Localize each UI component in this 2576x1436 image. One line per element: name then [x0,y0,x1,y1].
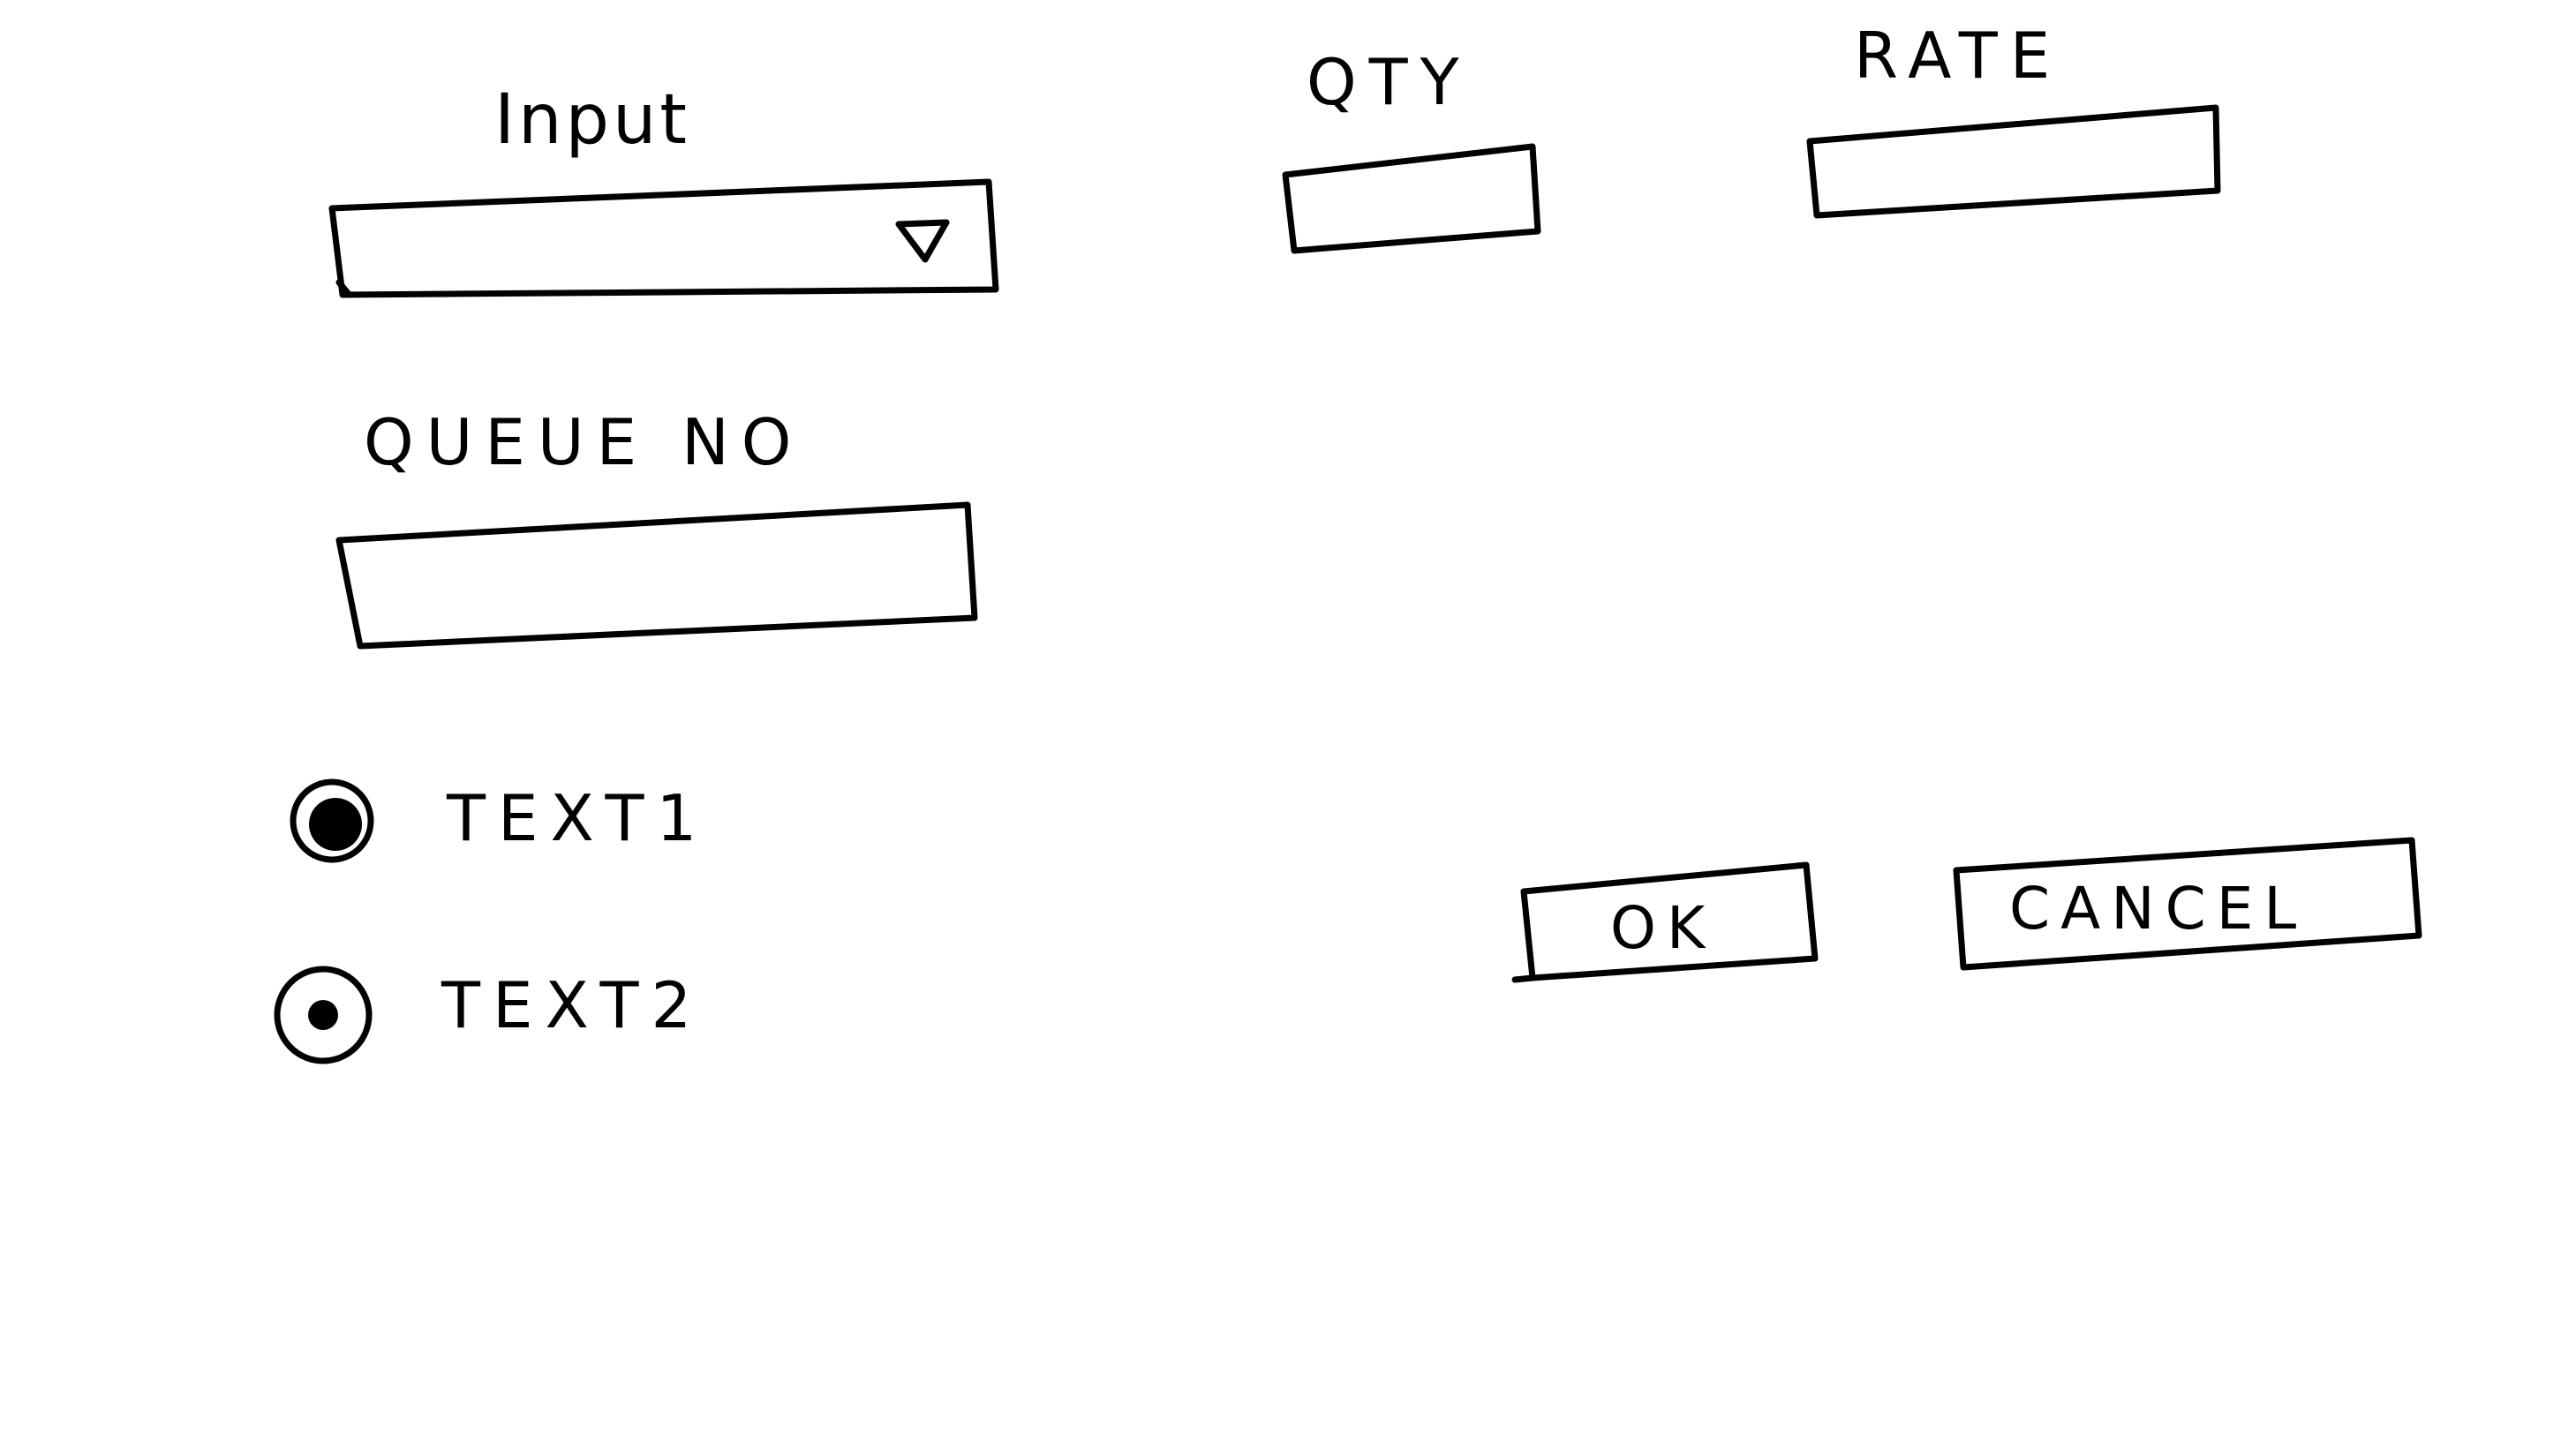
rate-field[interactable] [1806,104,2221,219]
ok-button-label: OK [1610,894,1715,962]
cancel-button[interactable]: CANCEL [1953,837,2422,971]
radio-dot [309,798,362,851]
qty-label: QTY [1307,45,1472,119]
radio-text1-label: TEXT1 [446,781,709,855]
radio-ring [290,778,374,863]
radio-ring [274,966,373,1064]
triangle-down-icon [895,219,950,263]
radio-dot [308,1000,338,1030]
input-label: Input [494,80,690,160]
ok-button[interactable]: OK [1511,861,1819,983]
cancel-button-label: CANCEL [2009,875,2307,943]
queue-no-field[interactable] [335,501,978,650]
queue-no-label: QUEUE NO [364,405,803,479]
input-dropdown[interactable] [328,178,999,298]
radio-text1[interactable] [290,778,374,863]
rate-label: RATE [1854,19,2062,93]
radio-text2-label: TEXT2 [441,968,704,1042]
qty-field[interactable] [1282,143,1541,254]
radio-text2[interactable] [274,966,373,1064]
